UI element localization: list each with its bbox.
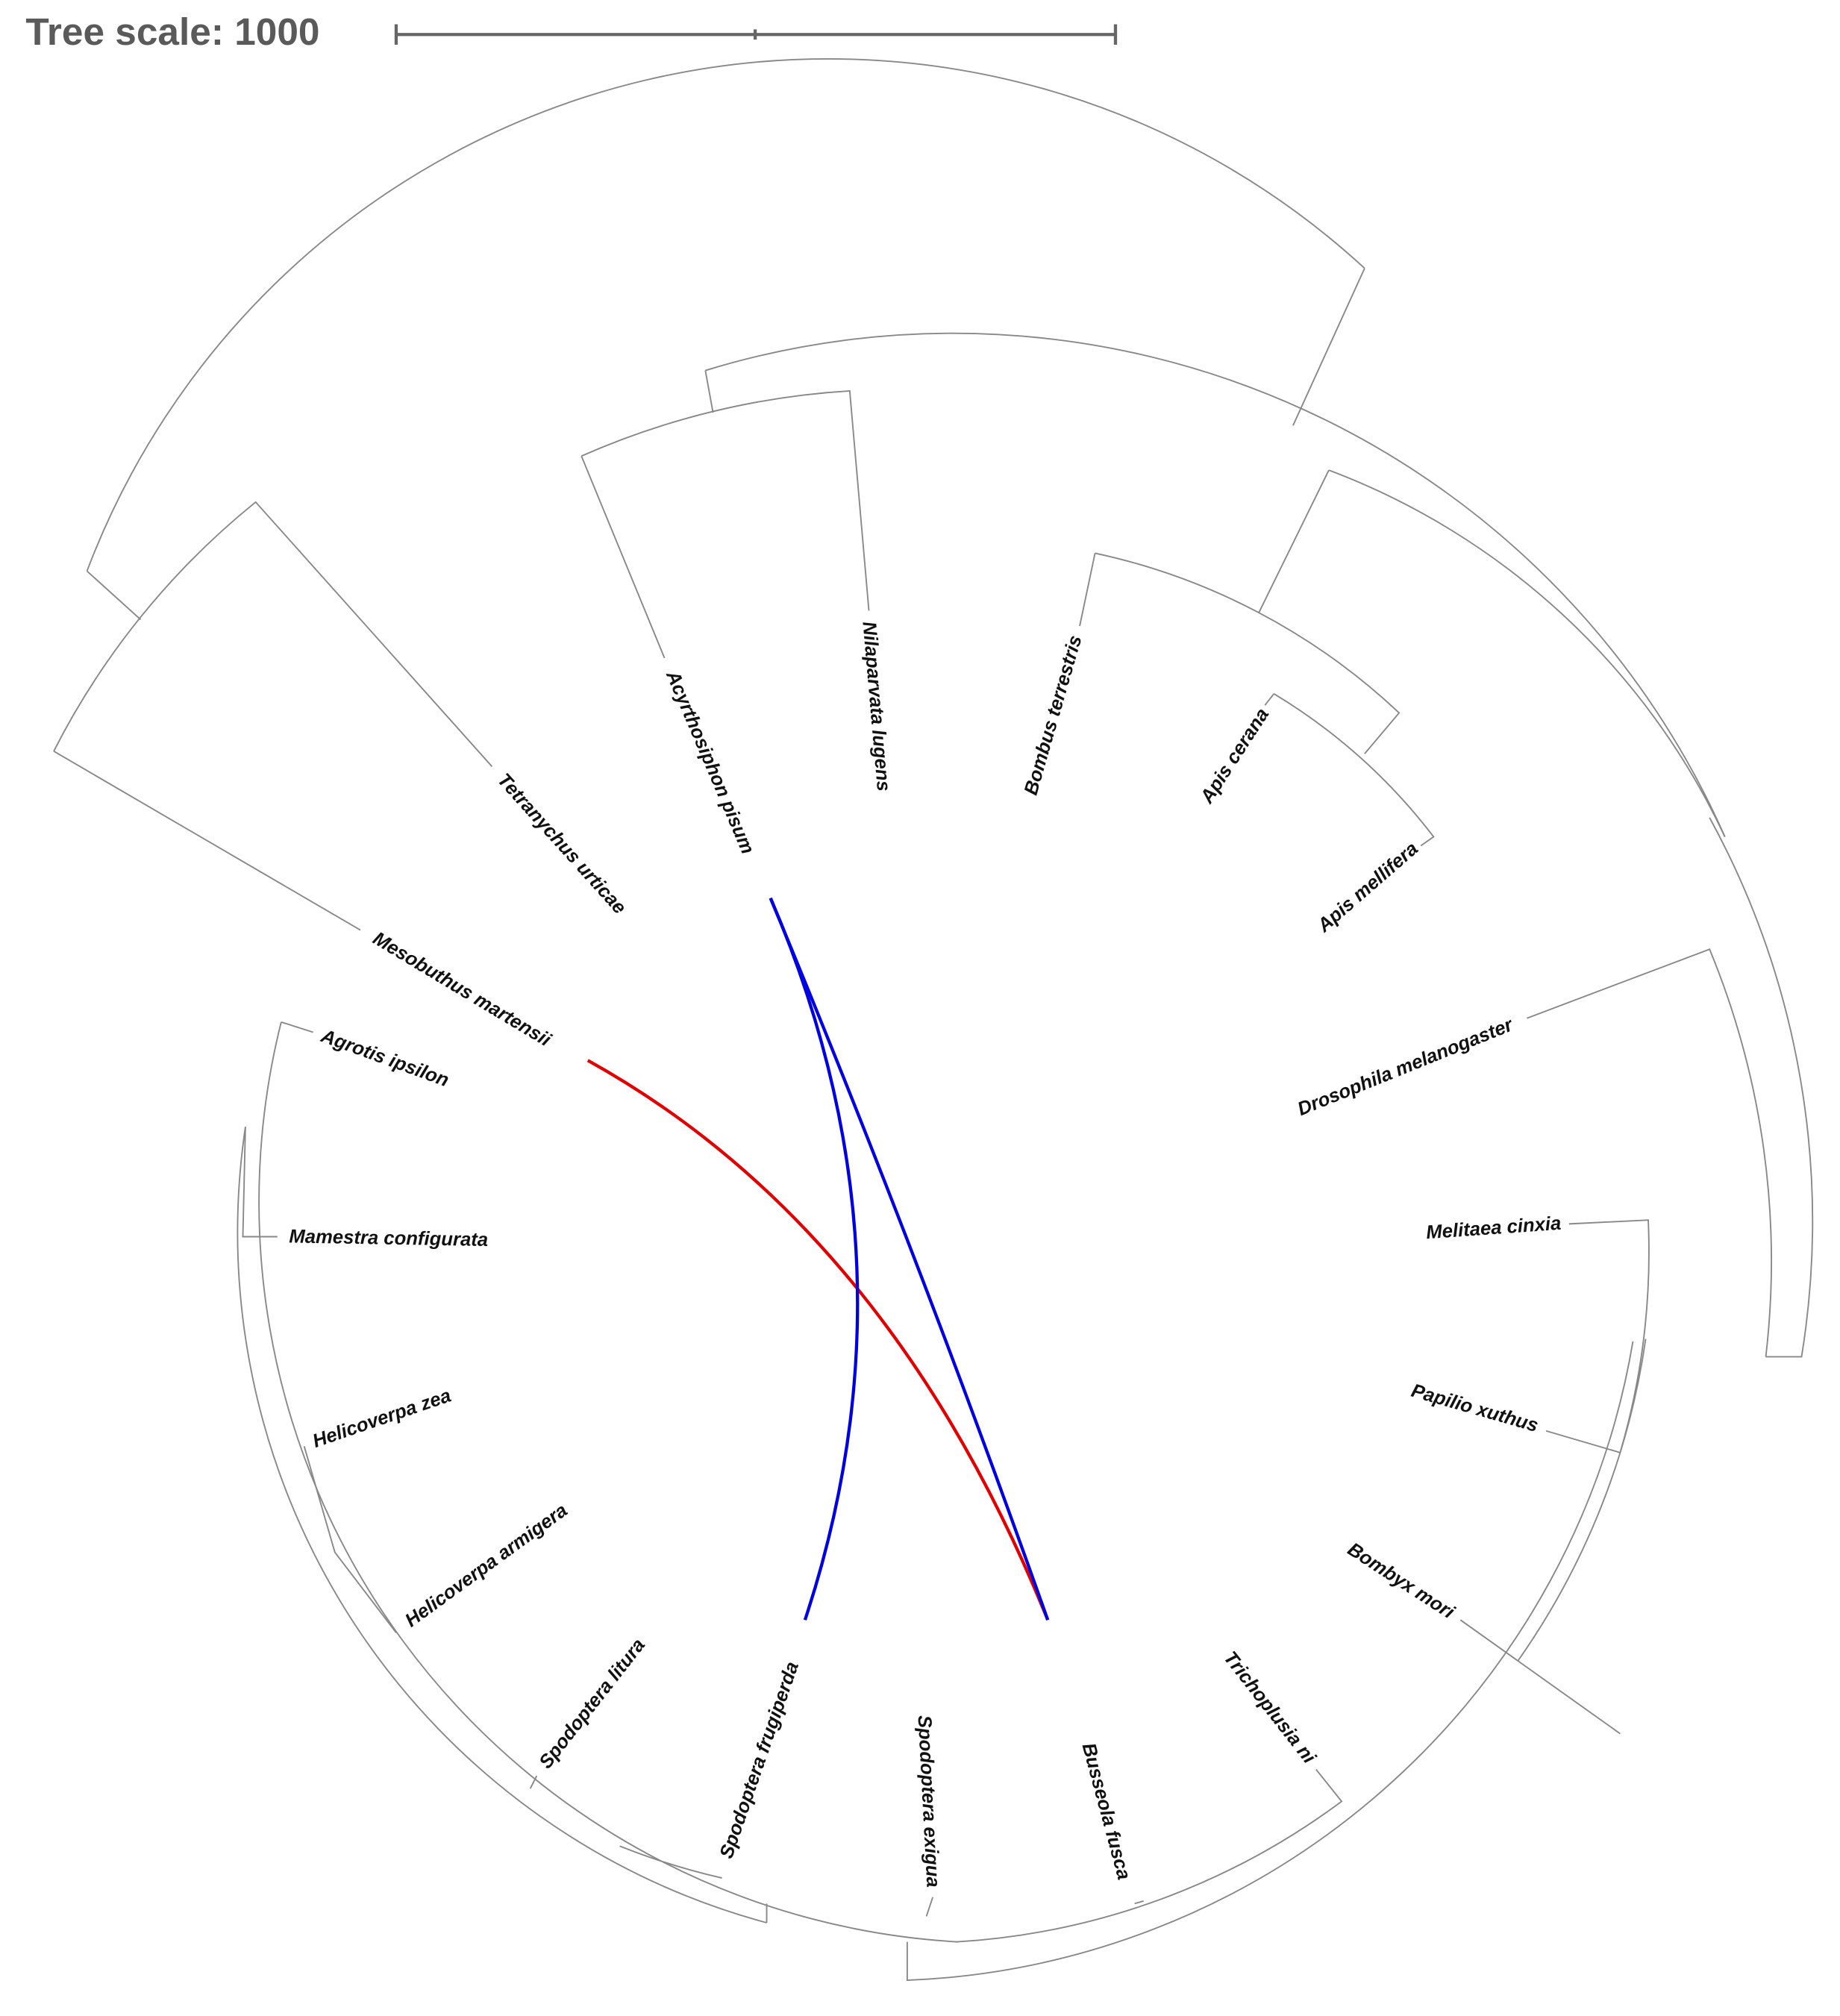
leaf-labels: Nilaparvata lugens Acyrthosiphon pisum Bom… — [289, 621, 1562, 1888]
leaf-label: Tetranychus urticae — [493, 769, 630, 918]
leaf-label: Drosophila melanogaster — [1295, 1014, 1517, 1120]
scale-bar — [394, 24, 1118, 45]
leaf-label: Agrotis ipsilon — [318, 1025, 451, 1091]
leaf-label: Helicoverpa armigera — [401, 1500, 572, 1631]
leaf-label: Mesobuthus martensii — [369, 928, 555, 1051]
leaf-label: Apis mellifera — [1313, 838, 1422, 936]
leaf-label: Apis cerana — [1196, 704, 1273, 807]
leaf-label: Helicoverpa zea — [310, 1385, 454, 1452]
leaf-label: Mamestra configurata — [289, 1226, 488, 1250]
leaf-label: Bombus terrestris — [1021, 633, 1086, 797]
leaf-label: Spodoptera litura — [535, 1635, 649, 1773]
tree-scale-title: Tree scale: 1000 — [25, 10, 319, 53]
leaf-label: Acyrthosiphon pisum — [662, 667, 758, 857]
leaf-label: Melitaea cinxia — [1425, 1213, 1562, 1244]
leaf-label: Bombyx mori — [1344, 1538, 1459, 1623]
connections — [586, 897, 1050, 1621]
leaf-label: Spodoptera frugiperda — [716, 1659, 804, 1862]
leaf-label: Nilaparvata lugens — [858, 621, 894, 792]
leaf-label: Spodoptera exigua — [913, 1715, 943, 1888]
tree-branches — [53, 57, 1814, 1982]
leaf-label: Trichoplusia ni — [1219, 1647, 1320, 1768]
leaf-label: Busseola fusca — [1078, 1741, 1135, 1882]
leaf-label: Papilio xuthus — [1409, 1380, 1540, 1436]
